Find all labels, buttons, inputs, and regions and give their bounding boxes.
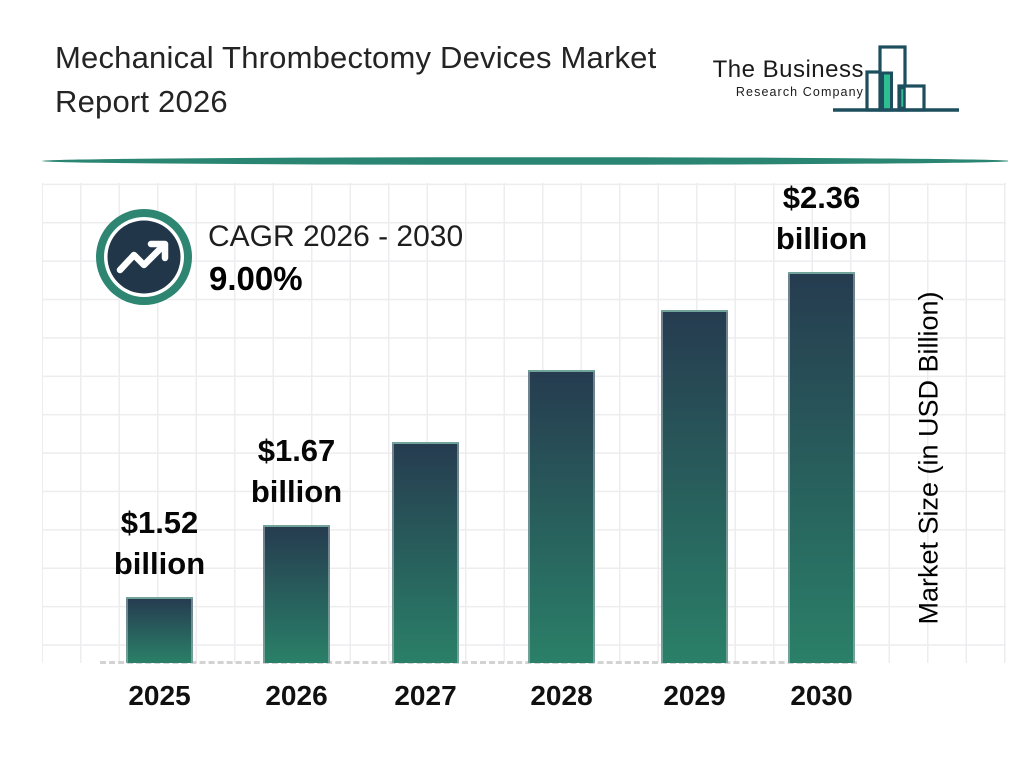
- chart-baseline-dashed: [100, 661, 857, 664]
- x-tick-2027: 2027: [394, 680, 457, 711]
- value-amount: $1.67: [257, 433, 336, 468]
- value-amount: $1.52: [120, 505, 199, 540]
- page-title-line1: Mechanical Thrombectomy Devices Market: [55, 40, 657, 75]
- logo-subtitle: Research Company: [735, 85, 864, 99]
- value-unit: billion: [250, 474, 343, 509]
- company-logo-text: The Business Research Company: [700, 56, 864, 100]
- value-label-2025: $1.52 billion: [114, 502, 205, 584]
- value-amount: $2.36: [782, 180, 861, 215]
- header-divider: [42, 157, 1008, 165]
- x-tick-2028: 2028: [530, 680, 593, 711]
- y-axis-title: Market Size (in USD Billion): [913, 291, 944, 625]
- company-logo-bars-icon: [833, 45, 959, 112]
- x-tick-2025: 2025: [128, 680, 191, 711]
- x-tick-2030: 2030: [790, 680, 853, 711]
- page-title: Mechanical Thrombectomy Devices Market R…: [55, 36, 715, 124]
- x-tick-2026: 2026: [265, 680, 328, 711]
- cagr-value: 9.00%: [209, 260, 303, 297]
- page-title-line2: Report 2026: [55, 84, 228, 119]
- bar-2028: [528, 370, 595, 663]
- bar-2030: [788, 272, 855, 663]
- value-unit: billion: [775, 221, 868, 256]
- bar-2026: [263, 525, 330, 663]
- value-label-2026: $1.67 billion: [251, 430, 342, 512]
- value-unit: billion: [113, 546, 206, 581]
- trending-up-icon: [96, 209, 192, 305]
- logo-name: The Business: [712, 56, 864, 83]
- x-tick-2029: 2029: [663, 680, 726, 711]
- bar-2025: [126, 597, 193, 663]
- bar-2029: [661, 310, 728, 663]
- cagr-period-label: CAGR 2026 - 2030: [208, 220, 464, 253]
- value-label-2030: $2.36 billion: [776, 177, 867, 259]
- bar-2027: [392, 442, 459, 663]
